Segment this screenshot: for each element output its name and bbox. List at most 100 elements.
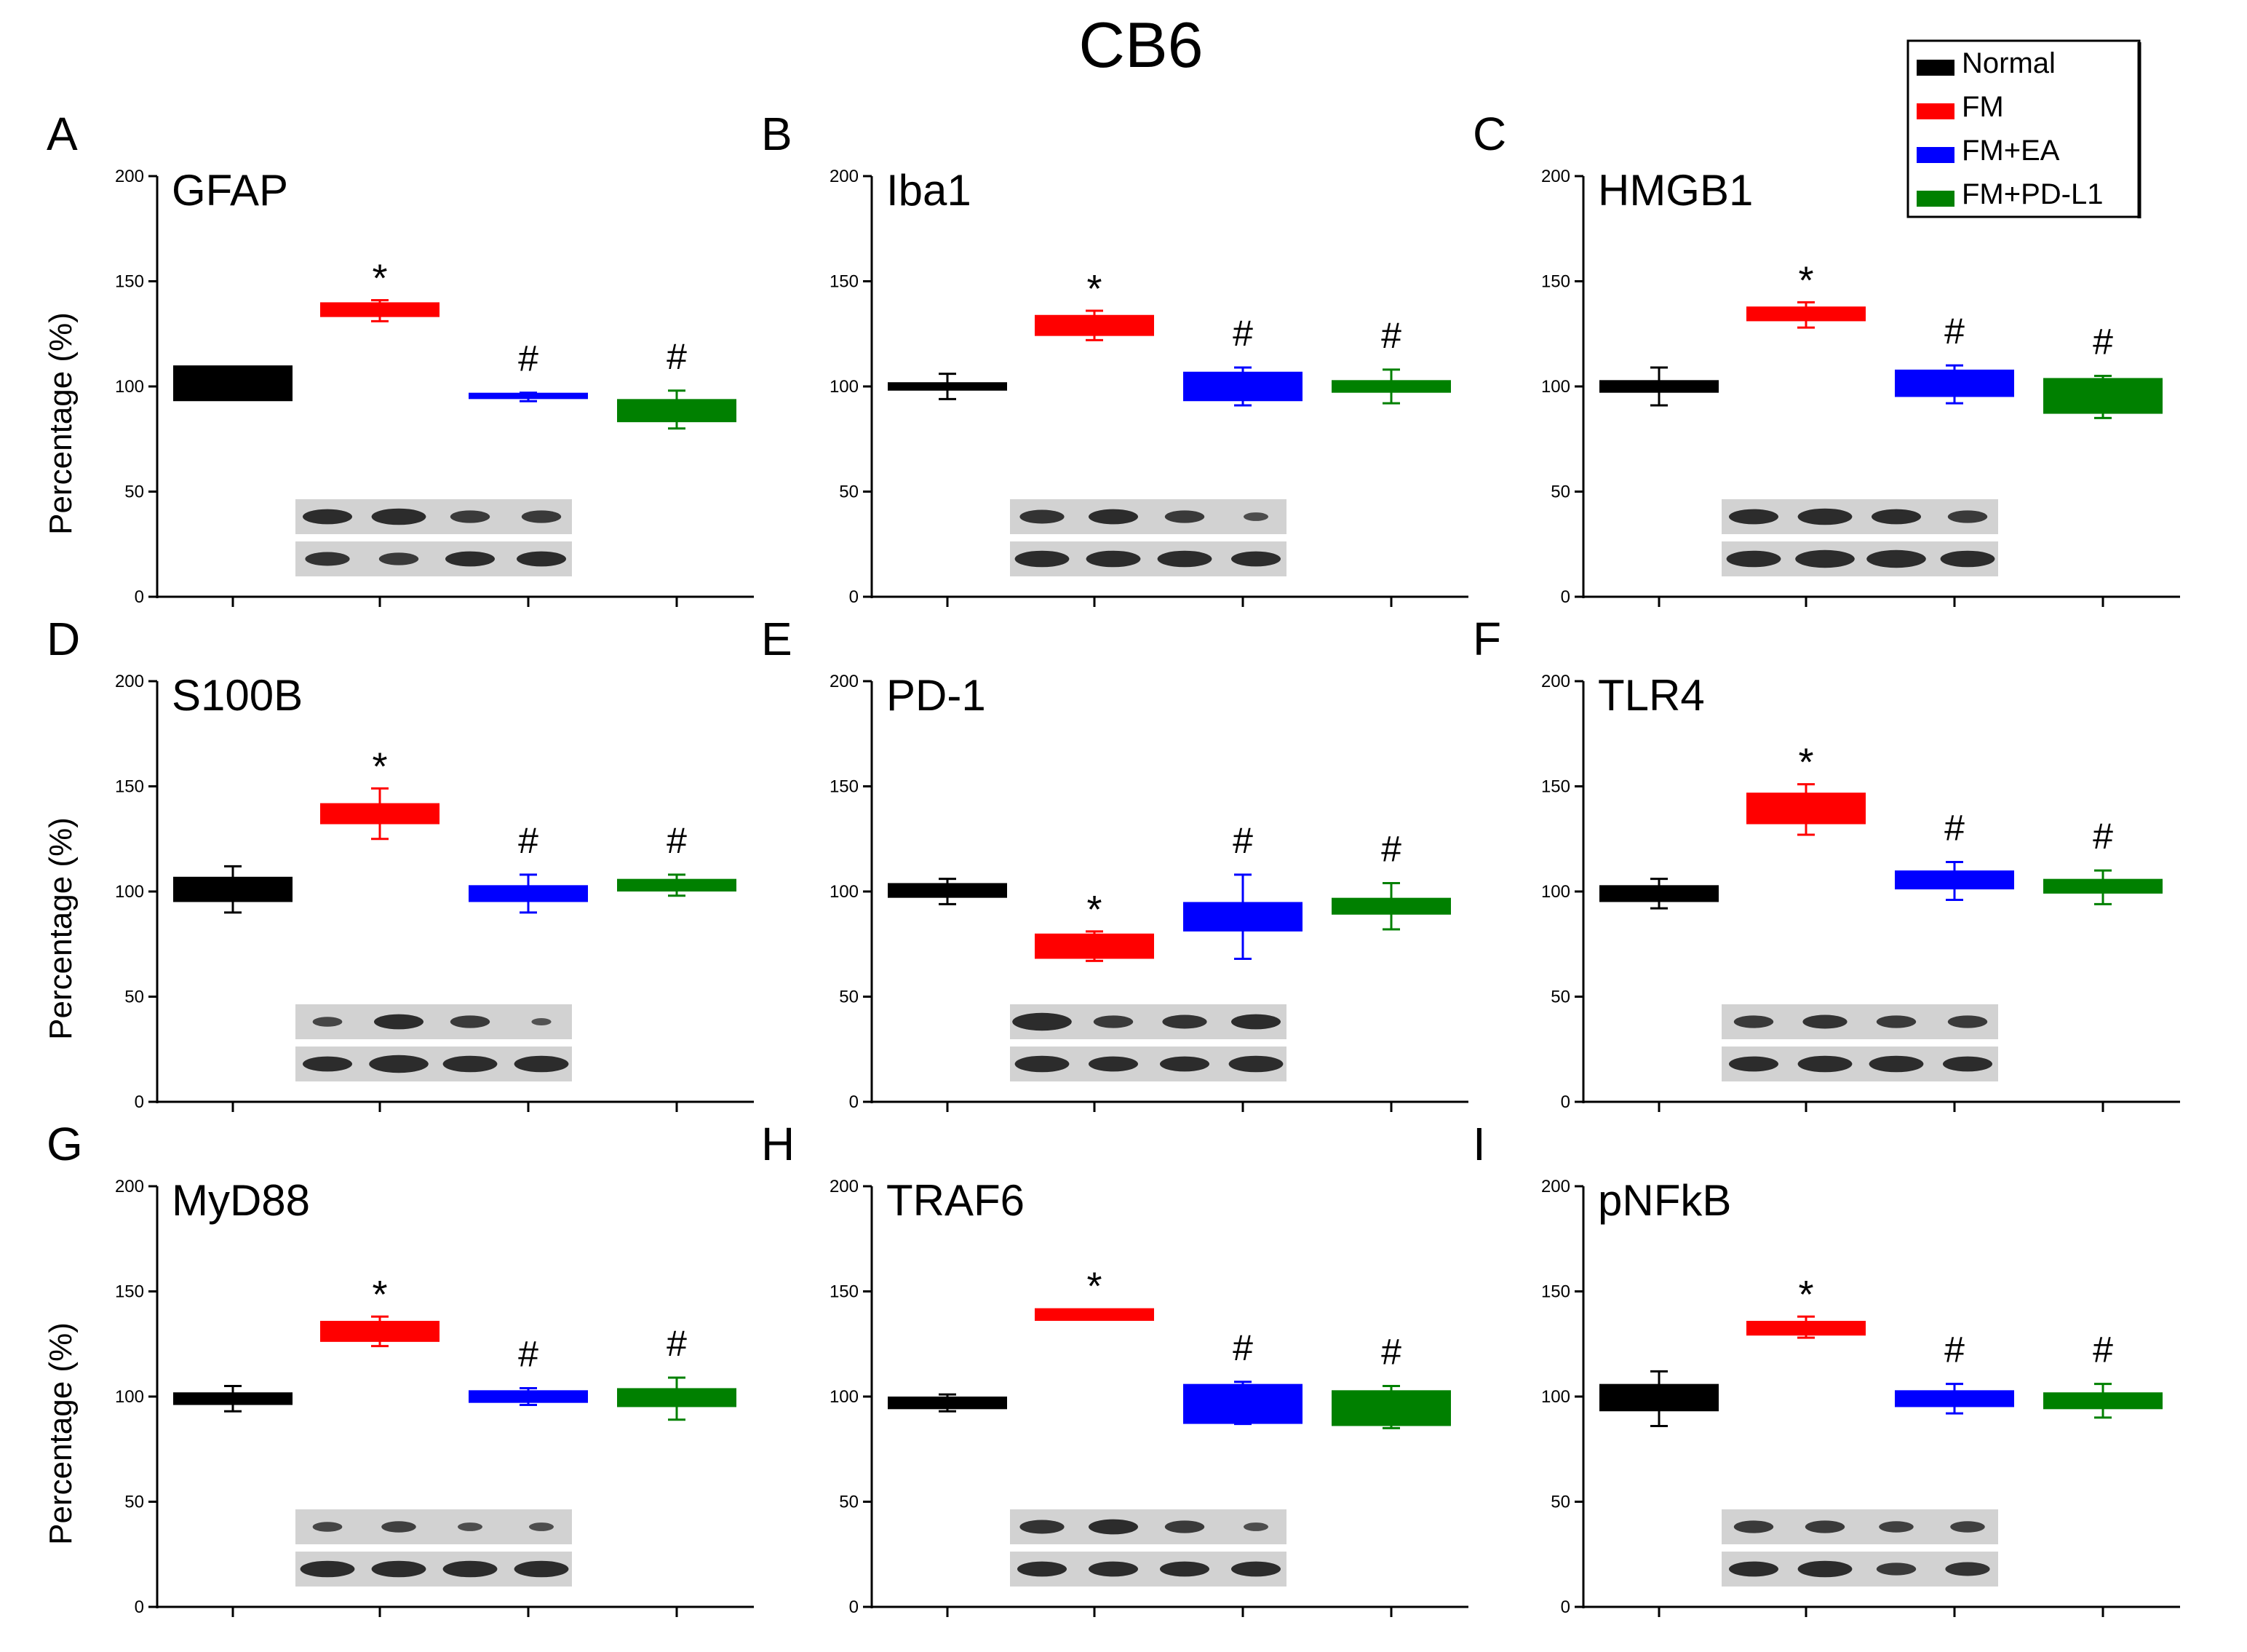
y-tick-label: 200 [1541, 167, 1570, 186]
y-tick-label: 100 [1541, 1387, 1570, 1407]
blot-band [1872, 509, 1921, 525]
y-tick-label: 50 [124, 483, 144, 502]
blot-band [1017, 1561, 1067, 1577]
blot-band [1805, 1520, 1845, 1533]
blot-band [1089, 1056, 1138, 1072]
y-tick-label: 50 [839, 1493, 859, 1512]
significance-hash: # [1233, 313, 1253, 354]
y-tick-label: 200 [115, 672, 144, 691]
blot-band [514, 1560, 569, 1578]
y-tick-label: 100 [115, 882, 144, 902]
panel-letter: D [47, 613, 80, 665]
panel-B: B Iba1 0 50 100 150 200 * # # [761, 108, 1468, 607]
panel-letter: B [761, 108, 792, 160]
blot-band [458, 1522, 482, 1531]
blot-band [374, 1014, 423, 1030]
panel-G: G MyD88 0 50 100 150 200 Percentage (%) * # # [43, 1118, 754, 1617]
panel-title: MyD88 [172, 1176, 310, 1225]
significance-hash: # [2093, 816, 2113, 857]
y-tick-label: 50 [124, 988, 144, 1007]
legend-label: FM+PD-L1 [1962, 178, 2104, 210]
y-tick-label: 0 [135, 587, 144, 607]
legend-swatch [1917, 147, 1954, 163]
blot-band [1947, 1015, 1988, 1028]
panel-F: F TLR4 0 50 100 150 200 * # # [1473, 613, 2180, 1112]
y-tick-label: 0 [849, 587, 859, 607]
significance-hash: # [1944, 311, 1965, 352]
y-tick-label: 150 [1541, 777, 1570, 797]
significance-star: * [1798, 258, 1813, 302]
y-tick-label: 100 [115, 1387, 144, 1407]
blot-band [1797, 1560, 1853, 1578]
significance-star: * [372, 1273, 387, 1317]
blot-band [1019, 509, 1065, 524]
blot-band [1795, 549, 1855, 568]
significance-star: * [1798, 741, 1813, 785]
blot-band [1729, 1056, 1778, 1072]
y-axis-label: Percentage (%) [43, 1322, 79, 1545]
panel-title: S100B [172, 671, 303, 720]
significance-hash: # [1233, 1327, 1253, 1368]
y-tick-label: 150 [1541, 1282, 1570, 1302]
blot-band [1089, 509, 1138, 525]
blot-band [378, 552, 419, 565]
blot-band [1797, 508, 1853, 525]
blot-band [305, 552, 350, 566]
blot-band [1231, 1561, 1281, 1577]
blot-band [514, 1055, 569, 1073]
panel-letter: G [47, 1118, 83, 1170]
significance-star: * [1086, 267, 1102, 311]
blot-band [1945, 1562, 1990, 1576]
panel-C: C HMGB1 0 50 100 150 200 * # # [1473, 108, 2180, 607]
panel-title: PD-1 [886, 671, 986, 720]
y-tick-label: 50 [1551, 988, 1570, 1007]
panel-letter: I [1473, 1118, 1486, 1170]
significance-star: * [372, 257, 387, 301]
y-axis-label: Percentage (%) [43, 817, 79, 1040]
y-tick-label: 0 [135, 1092, 144, 1112]
panel-E: E PD-1 0 50 100 150 200 * # # [761, 613, 1468, 1112]
blot-band [442, 1560, 498, 1578]
y-tick-label: 200 [115, 1177, 144, 1196]
significance-star: * [372, 744, 387, 788]
significance-hash: # [518, 338, 538, 379]
panel-D: D S100B 0 50 100 150 200 Percentage (%) * # # [43, 613, 754, 1112]
significance-hash: # [2093, 1330, 2113, 1370]
figure-title: CB6 [1078, 9, 1203, 81]
blot-band [312, 1017, 343, 1027]
blot-band [1231, 1014, 1281, 1030]
significance-hash: # [1381, 1332, 1401, 1373]
y-tick-label: 150 [115, 1282, 144, 1302]
blot-band [521, 510, 562, 523]
significance-hash: # [518, 1333, 538, 1374]
blot-band [1879, 1521, 1914, 1533]
blot-band [1086, 550, 1141, 568]
y-tick-label: 100 [1541, 882, 1570, 902]
significance-star: * [1086, 1265, 1102, 1309]
blot-band [1869, 1055, 1924, 1073]
significance-hash: # [1944, 808, 1965, 849]
y-tick-label: 200 [115, 167, 144, 186]
panel-title: HMGB1 [1598, 166, 1753, 215]
panel-grid: A GFAP 0 50 100 150 200 Percentage (%) * # # B Iba1 0… [43, 108, 2180, 1617]
y-tick-label: 150 [115, 777, 144, 797]
y-tick-label: 0 [135, 1597, 144, 1617]
panel-letter: H [761, 1118, 795, 1170]
significance-hash: # [518, 820, 538, 861]
blot-band [1012, 1012, 1072, 1031]
blot-band [1014, 550, 1070, 568]
blot-band [1164, 510, 1205, 523]
panel-title: TLR4 [1598, 671, 1705, 720]
blot-band [1244, 512, 1268, 521]
legend-label: Normal [1962, 47, 2056, 79]
blot-band [371, 508, 426, 525]
y-tick-label: 0 [1561, 1092, 1570, 1112]
y-tick-label: 150 [115, 272, 144, 292]
y-tick-label: 100 [115, 377, 144, 397]
blot-band [1160, 1056, 1209, 1072]
y-tick-label: 150 [1541, 272, 1570, 292]
y-tick-label: 200 [830, 672, 859, 691]
blot-band [1244, 1522, 1268, 1531]
legend-label: FM+EA [1962, 135, 2060, 167]
